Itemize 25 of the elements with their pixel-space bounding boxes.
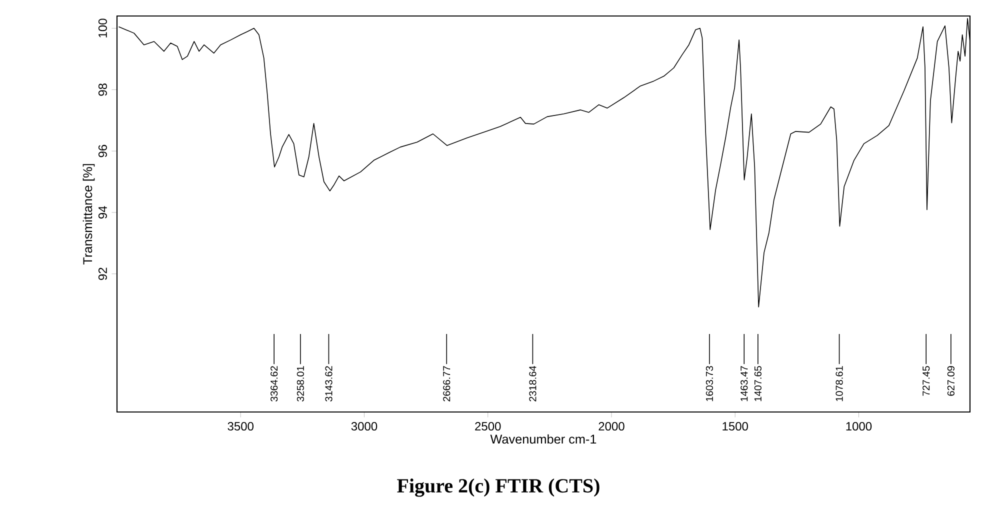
annotation: 1603.73: [706, 366, 714, 402]
annotation: 1078.61: [836, 366, 843, 402]
y-tick-label: 92: [98, 268, 107, 280]
annotation: 627.09: [947, 366, 954, 396]
annotation: 3143.62: [325, 366, 332, 402]
x-tick-label: 2000: [598, 422, 624, 431]
annotation: 2318.64: [529, 366, 536, 402]
x-tick-label: 3000: [351, 422, 378, 431]
annotation: 727.45: [922, 366, 930, 396]
y-tick-label: 94: [98, 206, 107, 219]
x-tick-label: 3500: [228, 422, 254, 431]
annotation: 2666.77: [443, 366, 450, 402]
x-tick-label: 2500: [475, 422, 501, 431]
x-tick-label: 1500: [722, 422, 748, 431]
x-tick-label: 1000: [846, 422, 872, 431]
annotation: 1407.65: [754, 366, 762, 402]
x-axis-title: Wavenumber cm-1: [490, 434, 596, 444]
y-tick-label: 98: [98, 84, 107, 96]
caption: Figure 2(c) FTIR (CTS): [397, 478, 600, 497]
annotation: 1463.47: [740, 366, 748, 402]
y-axis-title: Transmittance [%]: [82, 164, 95, 264]
annotation: 3364.62: [270, 366, 278, 402]
y-tick-label: 96: [98, 144, 107, 158]
y-tick-label: 100: [98, 18, 107, 38]
annotation: 3258.01: [296, 366, 304, 402]
